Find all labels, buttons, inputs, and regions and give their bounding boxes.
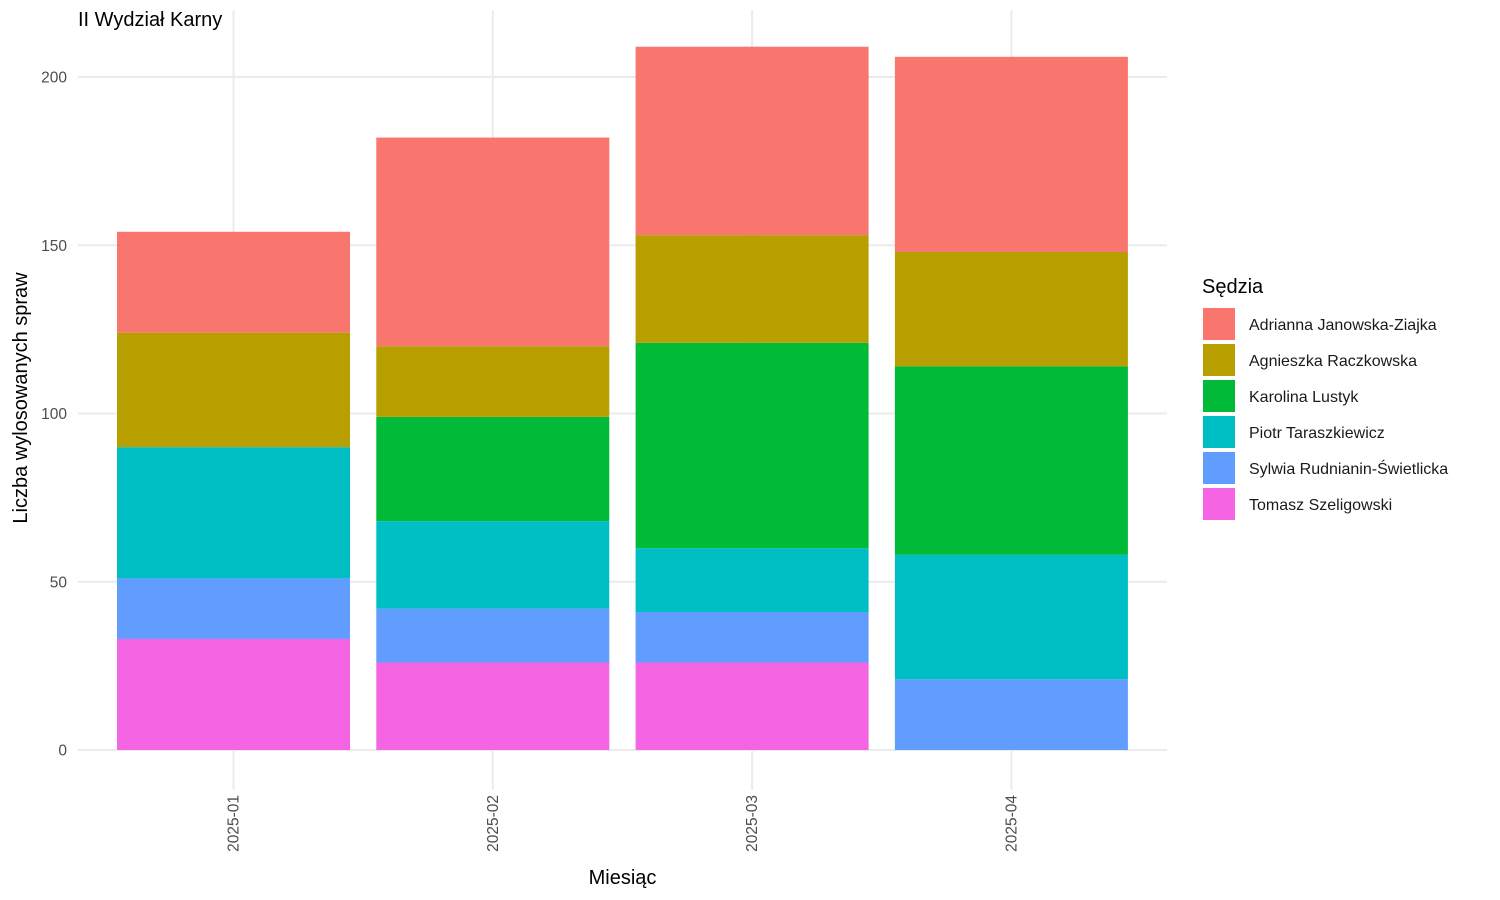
y-tick-label: 150 bbox=[41, 238, 67, 255]
legend-key bbox=[1203, 380, 1235, 412]
x-tick-label: 2025-03 bbox=[744, 795, 761, 852]
bar-segment bbox=[117, 578, 350, 639]
bar-segment bbox=[376, 346, 610, 417]
bar-segment bbox=[376, 662, 610, 750]
x-tick-label: 2025-02 bbox=[485, 795, 502, 852]
legend-key bbox=[1203, 416, 1235, 448]
bar-segment bbox=[117, 231, 350, 333]
y-tick-label: 0 bbox=[58, 743, 67, 760]
x-tick-label: 2025-01 bbox=[226, 795, 243, 852]
bar-segment bbox=[894, 56, 1128, 252]
bar-segment bbox=[376, 137, 610, 347]
bars bbox=[117, 46, 1128, 750]
legend-label: Karolina Lustyk bbox=[1249, 389, 1359, 406]
chart-title: II Wydział Karny bbox=[78, 9, 222, 31]
y-tick-label: 100 bbox=[41, 406, 67, 423]
y-axis-title: Liczba wylosowanych spraw bbox=[10, 272, 32, 524]
bar-segment bbox=[117, 332, 350, 448]
bar-segment bbox=[894, 679, 1128, 750]
y-tick-label: 50 bbox=[50, 574, 68, 591]
legend-label: Adrianna Janowska-Ziajka bbox=[1249, 317, 1437, 334]
bar-segment bbox=[117, 638, 350, 750]
x-axis-title: Miesiąc bbox=[589, 867, 657, 889]
bar-segment bbox=[894, 554, 1128, 680]
bar-segment bbox=[635, 612, 869, 663]
bar-segment bbox=[376, 608, 610, 663]
bar-segment bbox=[635, 662, 869, 750]
bar-segment bbox=[376, 521, 610, 609]
legend-key bbox=[1203, 452, 1235, 484]
bar-segment bbox=[894, 251, 1128, 367]
legend-title: Sędzia bbox=[1202, 276, 1264, 298]
bar-segment bbox=[117, 447, 350, 579]
bar-segment bbox=[635, 548, 869, 613]
legend-items: Adrianna Janowska-Ziajka Agnieszka Raczko… bbox=[1203, 308, 1448, 520]
legend-label: Piotr Taraszkiewicz bbox=[1249, 425, 1385, 442]
legend: Sędzia Adrianna Janowska-Ziajka Agnieszka… bbox=[1202, 276, 1448, 520]
bar-segment bbox=[635, 235, 869, 343]
x-axis-ticks: 2025-01 2025-02 2025-03 2025-04 bbox=[226, 795, 1021, 852]
legend-key bbox=[1203, 344, 1235, 376]
legend-key bbox=[1203, 488, 1235, 520]
legend-label: Sylwia Rudnianin-Świetlicka bbox=[1249, 459, 1448, 478]
x-tick-label: 2025-04 bbox=[1003, 795, 1020, 852]
legend-label: Tomasz Szeligowski bbox=[1249, 497, 1392, 514]
bar-segment bbox=[635, 46, 869, 236]
legend-label: Agnieszka Raczkowska bbox=[1249, 353, 1417, 370]
bar-segment bbox=[635, 342, 869, 549]
bar-segment bbox=[894, 366, 1128, 555]
y-axis-ticks: 0 50 100 150 200 bbox=[41, 70, 67, 760]
bar-segment bbox=[376, 416, 610, 522]
y-tick-label: 200 bbox=[41, 70, 67, 87]
legend-key bbox=[1203, 308, 1235, 340]
